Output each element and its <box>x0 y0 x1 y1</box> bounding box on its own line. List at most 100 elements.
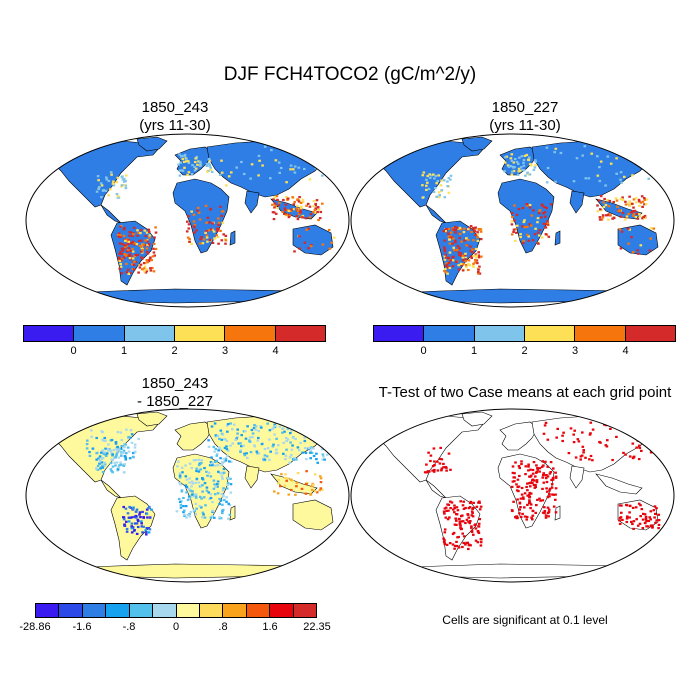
grid-cell <box>244 437 248 440</box>
grid-cell <box>119 265 123 268</box>
grid-cell <box>202 496 206 499</box>
grid-cell <box>246 425 249 428</box>
grid-cell <box>511 216 514 219</box>
grid-cell <box>589 432 592 435</box>
grid-cell <box>522 497 525 500</box>
grid-cell <box>599 441 602 444</box>
grid-cell <box>88 454 92 457</box>
grid-cell <box>133 515 136 518</box>
grid-cell <box>584 177 588 180</box>
grid-cell <box>290 454 293 457</box>
grid-cell <box>510 159 514 162</box>
grid-cell <box>120 176 124 179</box>
panel-title-case1-line1: 1850_243 <box>141 99 209 116</box>
grid-cell <box>518 466 521 470</box>
grid-cell <box>180 169 184 172</box>
grid-cell <box>317 218 320 222</box>
grid-cell <box>145 231 149 234</box>
grid-cell <box>543 506 546 509</box>
grid-cell <box>115 181 118 184</box>
grid-cell <box>137 271 140 274</box>
grid-cell <box>314 431 318 434</box>
grid-cell <box>185 160 188 163</box>
grid-cell <box>554 493 557 496</box>
grid-cell <box>218 173 222 176</box>
grid-cell <box>270 149 273 152</box>
grid-cell <box>194 160 197 164</box>
grid-cell <box>436 469 440 472</box>
grid-cell <box>119 225 122 228</box>
grid-cell <box>185 485 189 488</box>
grid-cell <box>431 469 434 472</box>
grid-cell <box>636 217 640 220</box>
grid-cell <box>309 449 312 452</box>
grid-cell <box>201 511 205 514</box>
grid-cell <box>525 485 528 489</box>
grid-cell <box>110 173 113 176</box>
grid-cell <box>178 153 181 156</box>
grid-cell <box>465 244 468 247</box>
grid-cell <box>461 545 464 549</box>
grid-cell <box>290 208 293 211</box>
grid-cell <box>115 452 119 455</box>
grid-cell <box>472 239 475 242</box>
grid-cell <box>213 450 216 453</box>
grid-cell <box>139 516 142 519</box>
grid-cell <box>422 171 426 174</box>
grid-cell <box>96 175 100 178</box>
grid-cell <box>291 196 294 199</box>
grid-cell <box>525 518 528 521</box>
grid-cell <box>452 237 455 240</box>
grid-cell <box>436 180 440 183</box>
grid-cell <box>561 439 564 443</box>
grid-cell <box>146 516 149 519</box>
grid-cell <box>461 532 464 535</box>
grid-cell <box>447 232 450 235</box>
grid-cell <box>604 184 607 187</box>
colorbar-tick-label: -.8 <box>122 621 136 633</box>
grid-cell <box>184 505 188 508</box>
grid-cell <box>223 438 226 441</box>
grid-cell <box>266 422 269 425</box>
grid-cell <box>205 221 208 224</box>
grid-cell <box>316 155 320 158</box>
grid-cell <box>296 472 300 475</box>
grid-cell <box>228 460 231 463</box>
grid-cell <box>186 498 190 501</box>
grid-cell <box>534 227 537 230</box>
grid-cell <box>315 491 319 494</box>
grid-cell <box>201 490 204 493</box>
grid-cell <box>299 429 303 432</box>
grid-cell <box>297 200 301 203</box>
grid-cell <box>133 226 136 229</box>
grid-cell <box>95 467 98 470</box>
grid-cell <box>293 250 296 253</box>
grid-cell <box>627 202 630 205</box>
grid-cell <box>243 454 247 457</box>
grid-cell <box>178 474 182 477</box>
grid-cell <box>197 211 201 214</box>
grid-cell <box>229 483 233 486</box>
grid-cell <box>521 225 524 228</box>
grid-cell <box>221 433 225 436</box>
grid-cell <box>503 156 507 159</box>
grid-cell <box>518 502 522 505</box>
grid-cell <box>187 215 190 218</box>
grid-cell <box>601 214 605 217</box>
grid-cell <box>327 228 331 232</box>
grid-cell <box>458 523 462 526</box>
grid-cell <box>307 247 310 250</box>
grid-cell <box>217 223 220 226</box>
grid-cell <box>635 518 638 521</box>
grid-cell <box>638 522 642 525</box>
map-border <box>25 133 350 308</box>
grid-cell <box>102 452 106 456</box>
grid-cell <box>526 489 529 492</box>
grid-cell <box>111 182 115 185</box>
grid-cell <box>282 452 285 455</box>
grid-cell <box>118 448 121 451</box>
panel-title-case2: 1850_227 (yrs 11-30) <box>425 99 625 135</box>
grid-cell <box>140 256 143 259</box>
grid-cell <box>309 213 313 216</box>
grid-cell <box>217 221 221 224</box>
